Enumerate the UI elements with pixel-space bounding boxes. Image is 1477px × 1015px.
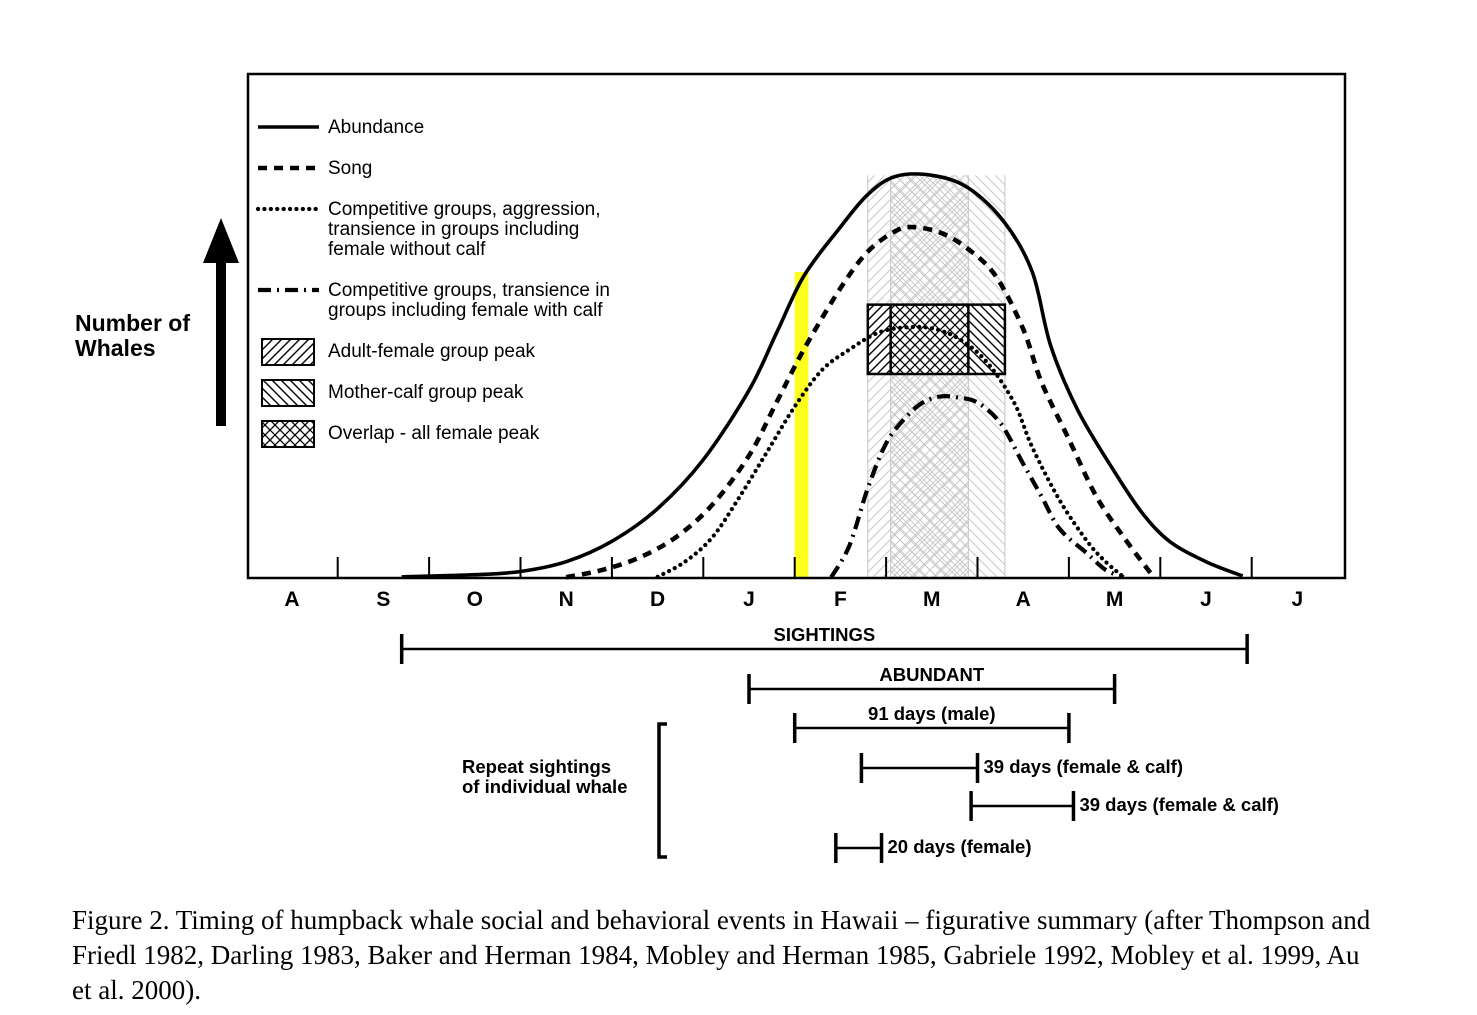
series-line-solid xyxy=(401,172,1244,579)
highlight-bar xyxy=(794,272,809,578)
overlap-peak-box xyxy=(890,304,969,374)
y-axis-label: Number of Whales xyxy=(75,310,190,361)
timeline-bar-label: 39 days (female & calf) xyxy=(984,756,1183,777)
month-label: M xyxy=(1106,588,1124,611)
mother-calf-shading-band xyxy=(890,175,1005,578)
legend-label: Song xyxy=(328,158,372,179)
peak-box-outline xyxy=(866,303,1007,376)
legend-label: transience in groups including xyxy=(328,219,579,240)
legend-label: Abundance xyxy=(328,117,424,138)
legend-label: Mother-calf group peak xyxy=(328,382,524,403)
month-label: N xyxy=(559,588,574,611)
month-label: J xyxy=(743,588,755,611)
legend-item: Overlap - all female peak xyxy=(261,420,540,448)
timeline-bar-label: 91 days (male) xyxy=(868,703,996,724)
month-label: J xyxy=(1200,588,1212,611)
month-label: S xyxy=(376,588,390,611)
legend-swatch-hatch-right xyxy=(261,338,315,366)
legend-item: Mother-calf group peak xyxy=(261,379,524,407)
legend-label: Competitive groups, aggression, xyxy=(328,199,600,220)
timeline-bar-label: ABUNDANT xyxy=(879,664,985,685)
month-label: A xyxy=(1016,588,1031,611)
legend-item: Song xyxy=(258,158,372,179)
series-line-dotted-overlay xyxy=(867,324,999,375)
legend-swatch-hatch-left xyxy=(261,379,315,407)
legend-label: female without calf xyxy=(328,239,486,260)
plot-frame xyxy=(246,72,1347,580)
legend-item: Adult-female group peak xyxy=(261,338,536,366)
month-label: J xyxy=(1292,588,1304,611)
bracket-label-line-2: of individual whale xyxy=(462,776,628,797)
legend-label: Overlap - all female peak xyxy=(328,423,540,444)
y-axis-arrow xyxy=(203,218,239,426)
timeline-bar-label: 39 days (female & calf) xyxy=(1079,794,1278,815)
month-label: D xyxy=(650,588,665,611)
adult-female-peak-box xyxy=(867,304,891,374)
legend-label: Adult-female group peak xyxy=(328,341,536,362)
peak-shading xyxy=(794,175,1006,578)
month-label: F xyxy=(834,588,847,611)
legend-label: groups including female with calf xyxy=(328,300,603,321)
legend-label: Competitive groups, transience in xyxy=(328,280,610,301)
series-line-dashed xyxy=(565,224,1154,580)
series-line-dash-dot xyxy=(829,394,1125,580)
y-axis-label-line-2: Whales xyxy=(75,335,156,361)
figure: Number of Whales A S O N D J F M A M J J Abundance S… xyxy=(75,72,1347,863)
x-axis-ticks xyxy=(336,557,1253,578)
bracket-label-line-1: Repeat sightings xyxy=(462,756,611,777)
mother-calf-peak-box xyxy=(968,304,1005,374)
month-label: O xyxy=(467,588,483,611)
legend: Abundance Song Competitive groups, aggress… xyxy=(255,117,610,448)
month-label: M xyxy=(923,588,941,611)
month-label: A xyxy=(284,588,299,611)
legend-item: Abundance xyxy=(258,117,424,138)
timeline-bar: SIGHTINGS xyxy=(399,624,1249,664)
y-axis-label-line-1: Number of xyxy=(75,310,190,336)
timeline-bar: 91 days (male) xyxy=(792,703,1071,743)
figure-caption: Figure 2. Timing of humpback whale socia… xyxy=(72,905,1371,1005)
timeline-bar: 39 days (female & calf) xyxy=(859,753,1183,783)
legend-swatch-crosshatch xyxy=(261,420,315,448)
peak-box xyxy=(866,303,1007,376)
timeline-bar: 39 days (female & calf) xyxy=(969,791,1279,821)
timeline-bar: 20 days (female) xyxy=(834,833,1032,863)
legend-item: Competitive groups, aggression,transienc… xyxy=(255,199,600,260)
legend-item: Competitive groups, transience ingroups … xyxy=(258,280,610,321)
timeline-bar-label: 20 days (female) xyxy=(888,836,1032,857)
timeline-bar: ABUNDANT xyxy=(747,664,1117,704)
timeline-bar-label: SIGHTINGS xyxy=(774,624,876,645)
repeat-sightings-bracket: Repeat sightings of individual whale xyxy=(462,722,667,859)
